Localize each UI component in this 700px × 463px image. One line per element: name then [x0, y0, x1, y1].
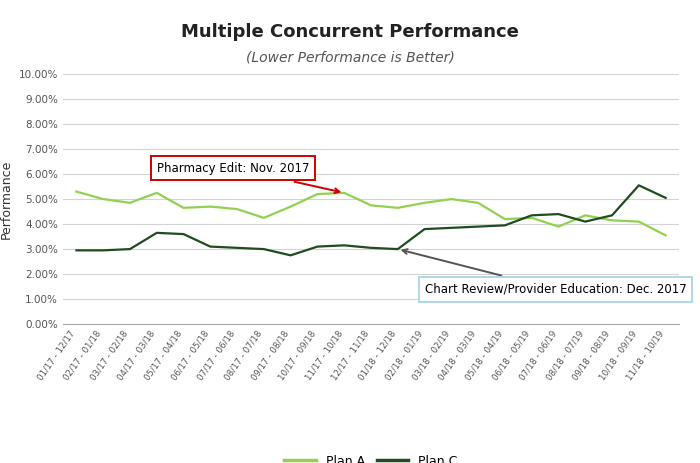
Plan A: [581, 213, 589, 218]
Plan C: [260, 246, 268, 252]
Text: Chart Review/Provider Education: Dec. 2017: Chart Review/Provider Education: Dec. 20…: [402, 249, 686, 296]
Y-axis label: Performance: Performance: [0, 159, 13, 239]
Plan A: [474, 200, 482, 206]
Plan C: [554, 211, 563, 217]
Plan A: [608, 218, 616, 223]
Plan C: [153, 230, 161, 236]
Plan C: [286, 253, 295, 258]
Plan A: [340, 190, 349, 196]
Plan C: [581, 219, 589, 225]
Plan C: [393, 246, 402, 252]
Plan A: [233, 206, 242, 212]
Plan A: [153, 190, 161, 196]
Line: Plan C: Plan C: [76, 185, 666, 256]
Plan A: [179, 205, 188, 211]
Plan A: [72, 189, 80, 194]
Text: Pharmacy Edit: Nov. 2017: Pharmacy Edit: Nov. 2017: [157, 162, 340, 193]
Plan A: [662, 232, 670, 238]
Text: (Lower Performance is Better): (Lower Performance is Better): [246, 51, 454, 65]
Plan C: [206, 244, 214, 250]
Plan A: [126, 200, 134, 206]
Plan A: [367, 203, 375, 208]
Plan C: [662, 195, 670, 200]
Plan C: [635, 182, 643, 188]
Text: Multiple Concurrent Performance: Multiple Concurrent Performance: [181, 23, 519, 41]
Plan A: [554, 224, 563, 229]
Plan A: [528, 215, 536, 221]
Plan A: [260, 215, 268, 221]
Plan C: [313, 244, 321, 250]
Plan C: [500, 223, 509, 228]
Plan C: [608, 213, 616, 218]
Plan A: [421, 200, 429, 206]
Plan C: [367, 245, 375, 250]
Plan A: [635, 219, 643, 225]
Plan C: [99, 248, 107, 253]
Plan C: [72, 248, 80, 253]
Legend: Plan A, Plan C: Plan A, Plan C: [279, 450, 463, 463]
Plan C: [447, 225, 456, 231]
Plan A: [393, 205, 402, 211]
Plan C: [421, 226, 429, 232]
Plan A: [313, 191, 321, 197]
Plan C: [233, 245, 242, 250]
Plan A: [286, 204, 295, 209]
Plan A: [500, 216, 509, 222]
Plan C: [528, 213, 536, 218]
Plan C: [340, 243, 349, 248]
Plan A: [206, 204, 214, 209]
Plan A: [99, 196, 107, 202]
Plan A: [447, 196, 456, 202]
Line: Plan A: Plan A: [76, 192, 666, 235]
Plan C: [179, 232, 188, 237]
Plan C: [126, 246, 134, 252]
Plan C: [474, 224, 482, 229]
